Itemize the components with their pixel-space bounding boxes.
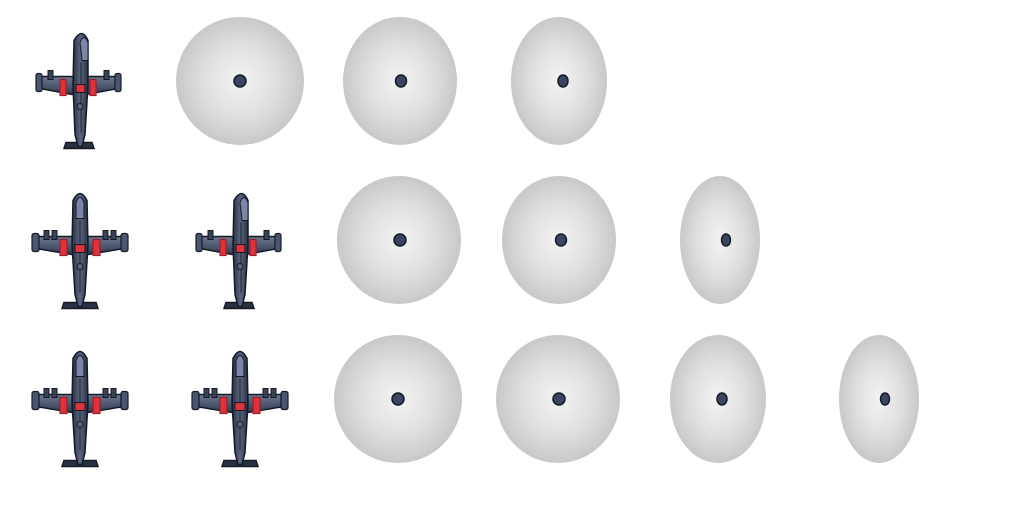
propeller-blur-icon [838,334,920,464]
fighter-jet-icon [190,182,290,317]
propeller-blur-icon [679,175,761,305]
propeller-blur-icon [501,175,617,305]
fighter-jet-icon [30,182,130,317]
propeller-blur-icon [495,334,621,464]
propeller-blur-icon [510,16,608,146]
fighter-jet-icon [190,340,290,475]
fighter-jet-icon [30,340,130,475]
propeller-blur-icon [336,175,462,305]
fighter-jet-icon [30,22,130,157]
propeller-blur-icon [342,16,458,146]
propeller-blur-icon [333,334,463,464]
propeller-blur-icon [175,16,305,146]
propeller-blur-icon [669,334,767,464]
